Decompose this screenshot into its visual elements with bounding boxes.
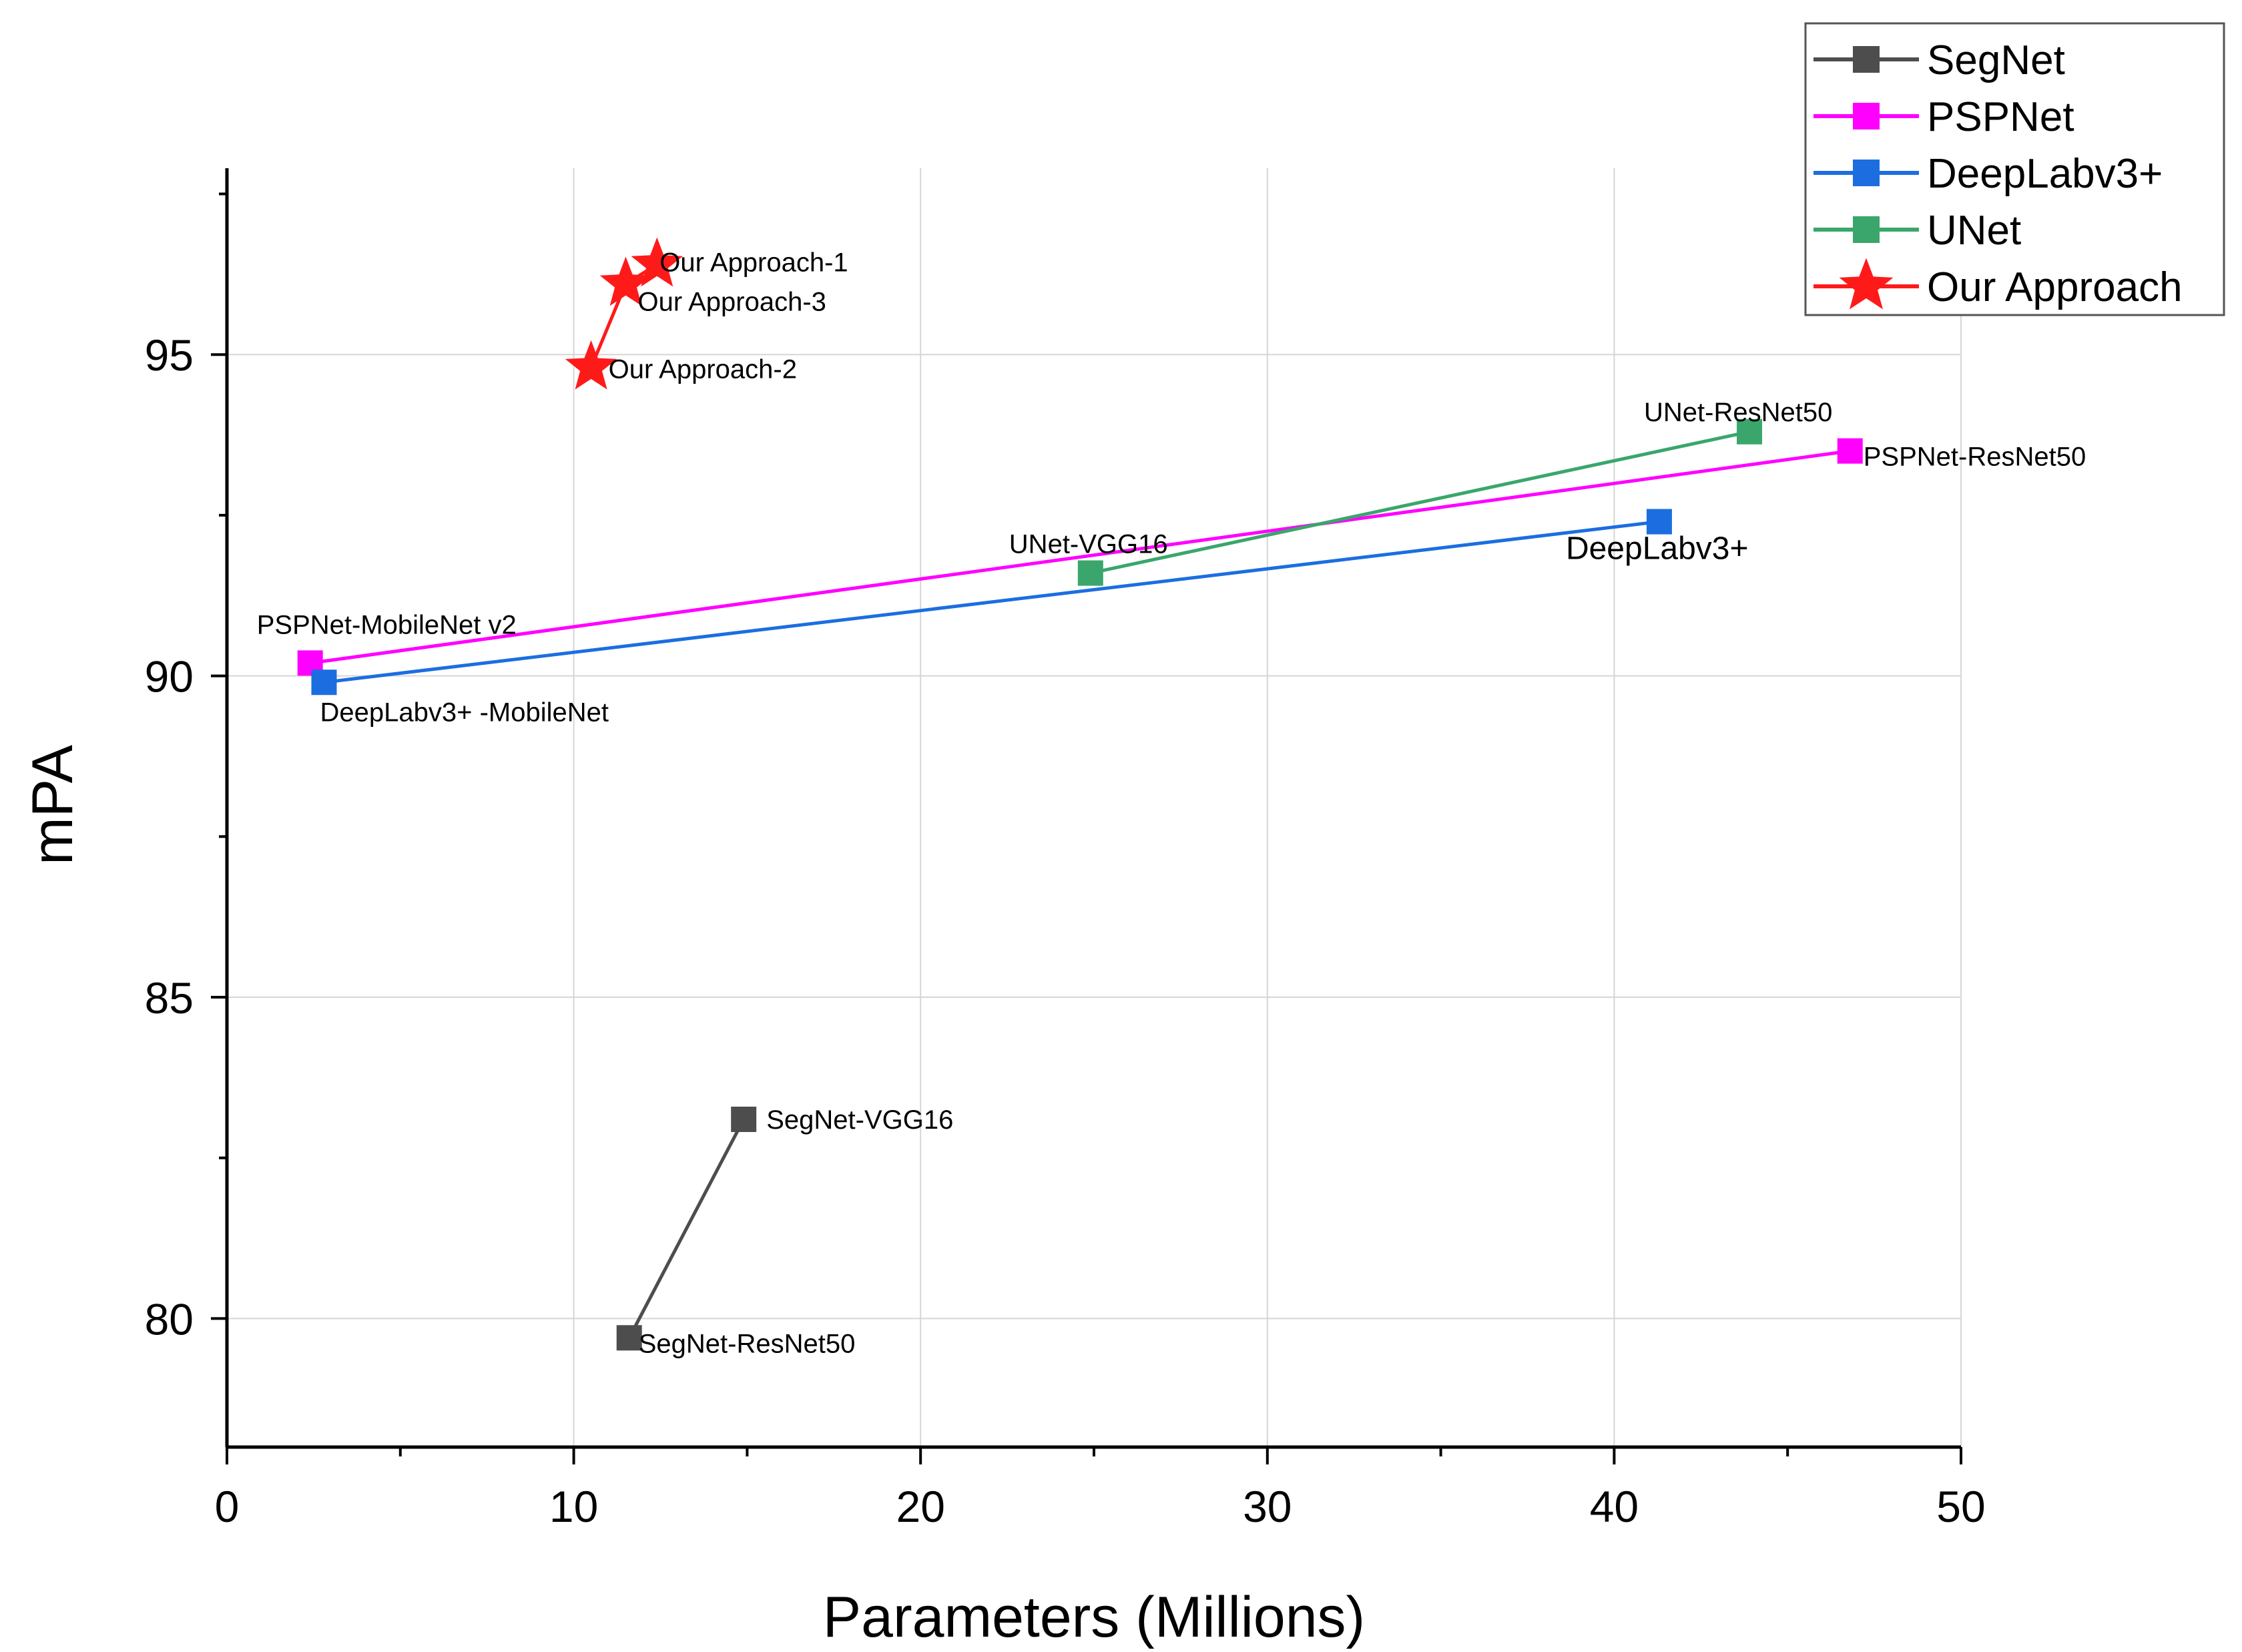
series-line-segnet: [627, 1118, 746, 1339]
y-tick-label: 80: [145, 1294, 194, 1344]
axes: [225, 168, 1961, 1449]
legend-item-segnet: SegNet: [1813, 37, 2065, 83]
y-tick-label: 95: [145, 330, 194, 380]
data-label: Our Approach-3: [638, 287, 826, 316]
data-point-our-approach: [565, 340, 617, 390]
legend-item-deeplabv3: DeepLabv3+: [1813, 151, 2163, 197]
data-point-segnet: [731, 1106, 757, 1132]
data-point-deeplabv3: [311, 669, 337, 696]
legend-label: PSPNet: [1927, 94, 2074, 140]
legend-label: Our Approach: [1927, 264, 2183, 310]
data-label: SegNet-VGG16: [766, 1105, 953, 1135]
data-label: UNet-ResNet50: [1644, 398, 1832, 427]
data-point-our-approach: [631, 237, 683, 287]
legend-marker-pspnet: [1853, 103, 1880, 129]
data-label: DeepLabv3+ -MobileNet: [320, 698, 608, 727]
data-label: SegNet-ResNet50: [639, 1329, 856, 1358]
ticks: 0 10 20 30 40 50 80 85 90 95: [145, 192, 1986, 1531]
x-tick-label: 0: [215, 1482, 240, 1531]
legend-marker-segnet: [1853, 46, 1880, 73]
x-tick-label: 30: [1243, 1482, 1292, 1531]
data-point-deeplabv3: [1646, 509, 1672, 535]
data-label: DeepLabv3+: [1566, 531, 1749, 567]
legend-label: DeepLabv3+: [1927, 151, 2163, 197]
x-tick-label: 50: [1936, 1482, 1985, 1531]
data-point-unet: [1077, 560, 1103, 586]
x-tick-label: 10: [549, 1482, 598, 1531]
legend-item-pspnet: PSPNet: [1813, 94, 2074, 140]
data-label: Our Approach-2: [609, 354, 797, 384]
data-point-our-approach: [599, 256, 652, 306]
legend: SegNet PSPNet DeepLabv3+ UNet Our Approach: [1804, 22, 2225, 316]
grid: [227, 168, 1962, 1447]
legend-label: SegNet: [1927, 37, 2065, 83]
series-our-approach: [565, 237, 683, 390]
series-line-unet: [1090, 430, 1750, 575]
x-tick-label: 40: [1590, 1482, 1639, 1531]
series-line-pspnet: [310, 449, 1851, 665]
series-pspnet: [297, 438, 1863, 676]
legend-marker-our-approach: [1839, 258, 1894, 310]
series-unet: [1077, 419, 1763, 586]
y-tick-label: 85: [145, 973, 194, 1023]
legend-marker-deeplabv3: [1853, 160, 1880, 186]
legend-item-unet: UNet: [1813, 208, 2021, 254]
legend-label: UNet: [1927, 208, 2021, 254]
series-segnet: [616, 1106, 757, 1351]
y-axis-title: mPA: [21, 744, 85, 865]
data-label: PSPNet-ResNet50: [1864, 443, 2086, 472]
series: [297, 237, 1863, 1351]
data-label: PSPNet-MobileNet v2: [257, 610, 517, 639]
legend-marker-unet: [1853, 216, 1880, 243]
data-point-pspnet: [1837, 438, 1863, 464]
data-label: Our Approach-1: [659, 248, 848, 277]
x-axis-title: Parameters (Millions): [823, 1585, 1365, 1649]
point-labels: SegNet-ResNet50 SegNet-VGG16 PSPNet-Mobile…: [257, 248, 2086, 1358]
x-tick-label: 20: [896, 1482, 944, 1531]
series-line-deeplabv3: [324, 520, 1660, 684]
legend-item-our-approach: Our Approach: [1813, 258, 2183, 310]
series-deeplabv3: [311, 509, 1672, 696]
data-point-unet: [1737, 419, 1763, 445]
data-label: UNet-VGG16: [1009, 530, 1168, 559]
y-tick-label: 90: [145, 652, 194, 702]
data-point-segnet: [616, 1325, 642, 1351]
